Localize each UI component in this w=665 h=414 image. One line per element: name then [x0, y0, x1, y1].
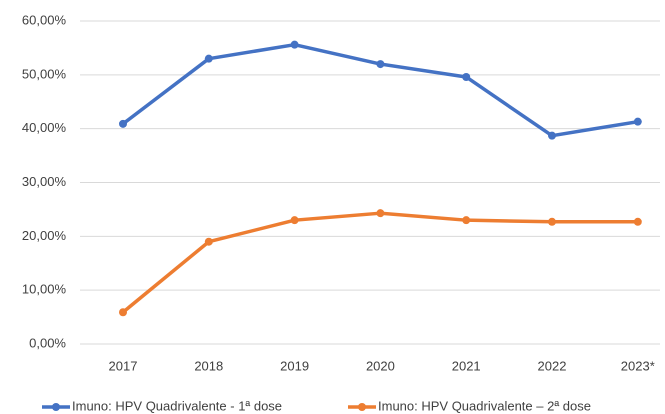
legend-label: Imuno: HPV Quadrivalente – 2ª dose — [378, 398, 591, 413]
point — [548, 217, 556, 226]
y-tick-label: 30,00% — [22, 174, 67, 189]
point — [633, 217, 642, 226]
x-tick-label: 2022 — [538, 358, 567, 373]
series-line — [121, 42, 639, 138]
point — [633, 117, 642, 126]
point — [290, 216, 299, 225]
point — [376, 60, 385, 69]
point — [204, 237, 213, 246]
x-tick-label: 2019 — [280, 358, 309, 373]
y-tick-label: 10,00% — [22, 282, 67, 297]
x-tick-label: 2017 — [109, 358, 138, 373]
point — [290, 40, 299, 49]
point — [119, 119, 127, 128]
point — [204, 54, 213, 63]
series-line — [121, 211, 638, 314]
x-tick-label: 2021 — [452, 358, 481, 373]
y-tick-label: 40,00% — [22, 120, 67, 135]
legend-label: Imuno: HPV Quadrivalente - 1ª dose — [72, 398, 282, 413]
x-tick-label: 2020 — [366, 358, 395, 373]
point — [462, 216, 471, 225]
point — [376, 209, 385, 218]
x-tick-label: 2023* — [621, 358, 655, 373]
legend-marker — [52, 403, 60, 411]
y-tick-label: 20,00% — [22, 228, 67, 243]
y-tick-label: 0,00% — [29, 335, 66, 350]
point — [548, 131, 556, 140]
point — [462, 72, 471, 81]
point — [119, 308, 127, 317]
y-tick-label: 60,00% — [22, 12, 67, 27]
x-tick-label: 2018 — [194, 358, 223, 373]
y-tick-label: 50,00% — [22, 66, 67, 81]
legend-marker — [358, 403, 366, 411]
